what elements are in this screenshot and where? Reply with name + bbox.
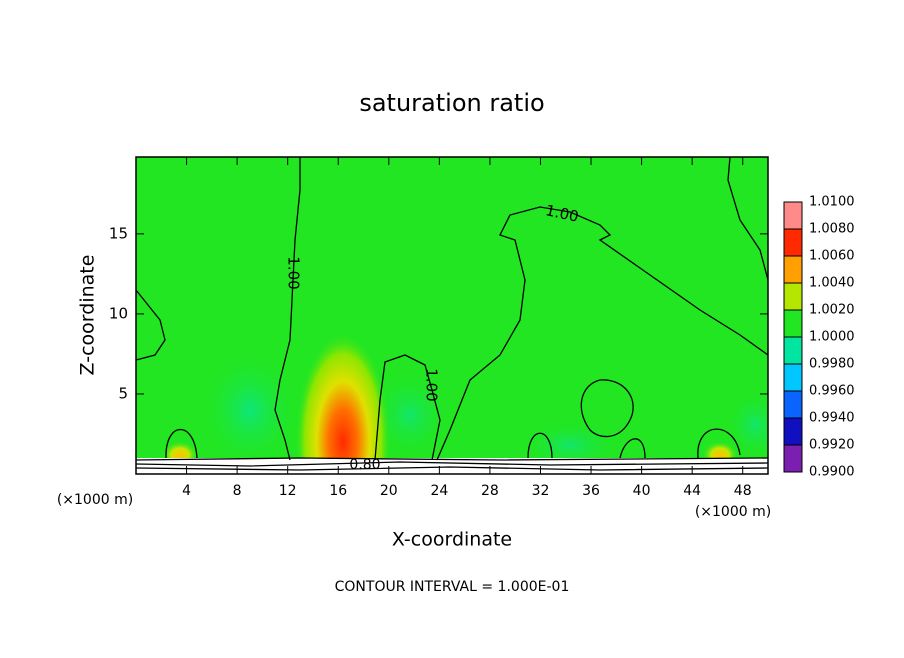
x-tick-label: 32 [532,483,550,499]
contour-label: 1.00 [285,256,303,289]
colorbar-band [784,391,802,418]
colorbar-label: 1.0100 [809,195,855,210]
x-tick-label: 24 [430,483,448,499]
x-tick-label: 4 [182,483,191,499]
axis-unit: (×1000 m) [57,492,133,508]
colorbar-label: 0.9900 [809,465,855,480]
colorbar-label: 1.0020 [809,303,855,318]
x-tick-label: 16 [329,483,347,499]
colorbar-band [784,310,802,337]
colorbar-label: 0.9960 [809,384,855,399]
colorbar-band [784,364,802,391]
contour-label: 0.80 [349,457,380,473]
x-tick-label: 12 [279,483,297,499]
colorbar-label: 1.0060 [809,249,855,264]
colorbar-band [784,256,802,283]
colorbar-band [784,229,802,256]
colorbar-label: 1.0040 [809,276,855,291]
chart-title: saturation ratio [359,89,544,117]
x-tick-label: 20 [380,483,398,499]
colorbar-label: 0.9980 [809,357,855,372]
colorbar-label: 0.9920 [809,438,855,453]
x-tick-label: 8 [233,483,242,499]
colorbar-label: 0.9940 [809,411,855,426]
x-tick-label: 40 [633,483,651,499]
field-shading [136,157,768,474]
y-axis-label: Z-coordinate [77,255,99,376]
colorbar-band [784,202,802,229]
footer-note: CONTOUR INTERVAL = 1.000E-01 [335,579,570,595]
y-tick-label: 15 [109,224,128,242]
y-tick-label: 10 [109,304,128,322]
plot-frame [135,156,769,475]
y-tick-label: 5 [118,384,128,402]
x-tick-label: 48 [734,483,752,499]
x-tick-label: 44 [683,483,701,499]
colorbar-band [784,445,802,472]
axis-unit: (×1000 m) [695,504,771,520]
x-tick-label: 28 [481,483,499,499]
colorbar-label: 1.0080 [809,222,855,237]
x-axis-label: X-coordinate [392,529,512,551]
x-tick-label: 36 [582,483,600,499]
colorbar-band [784,337,802,364]
contour-label: 1.00 [423,368,441,401]
colorbar-band [784,418,802,445]
colorbar-band [784,283,802,310]
colorbar-label: 1.0000 [809,330,855,345]
